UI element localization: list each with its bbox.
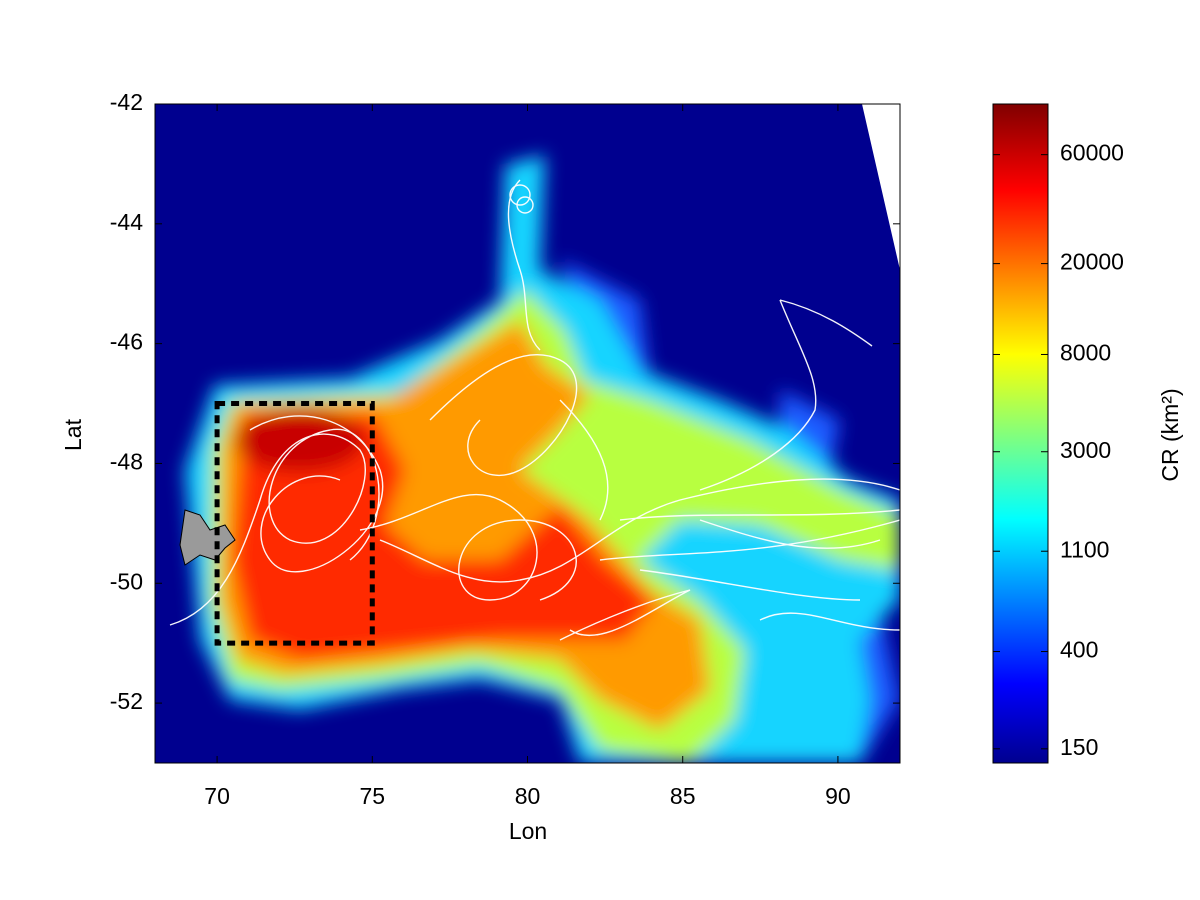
colorbar-tick-label: 20000 (1060, 249, 1124, 275)
study-box (214, 401, 375, 646)
colorbar-tick-label: 1100 (1060, 536, 1109, 562)
heatmap-field (155, 104, 900, 763)
colorbar-label: CR (km²) (1157, 388, 1183, 481)
y-tick-label: -50 (110, 568, 143, 594)
colorbar-tick-label: 3000 (1060, 437, 1111, 463)
x-tick-label: 70 (204, 783, 230, 809)
y-tick-label: -46 (110, 329, 143, 355)
colorbar-tick-label: 150 (1060, 734, 1098, 760)
y-tick-label: -44 (110, 209, 143, 235)
x-tick-label: 85 (670, 783, 696, 809)
colorbar-tick-label: 400 (1060, 637, 1098, 663)
x-axis-label: Lon (509, 818, 547, 844)
colorbar-tick-label: 8000 (1060, 340, 1111, 366)
colorbar (992, 103, 1049, 764)
colorbar-tick-label: 60000 (1060, 140, 1124, 166)
y-tick-label: -52 (110, 688, 143, 714)
x-tick-label: 75 (359, 783, 385, 809)
x-tick-label: 90 (825, 783, 851, 809)
y-axis-label: Lat (60, 418, 86, 451)
y-tick-label: -48 (110, 449, 143, 475)
x-tick-label: 80 (515, 783, 541, 809)
y-tick-label: -42 (110, 89, 143, 115)
